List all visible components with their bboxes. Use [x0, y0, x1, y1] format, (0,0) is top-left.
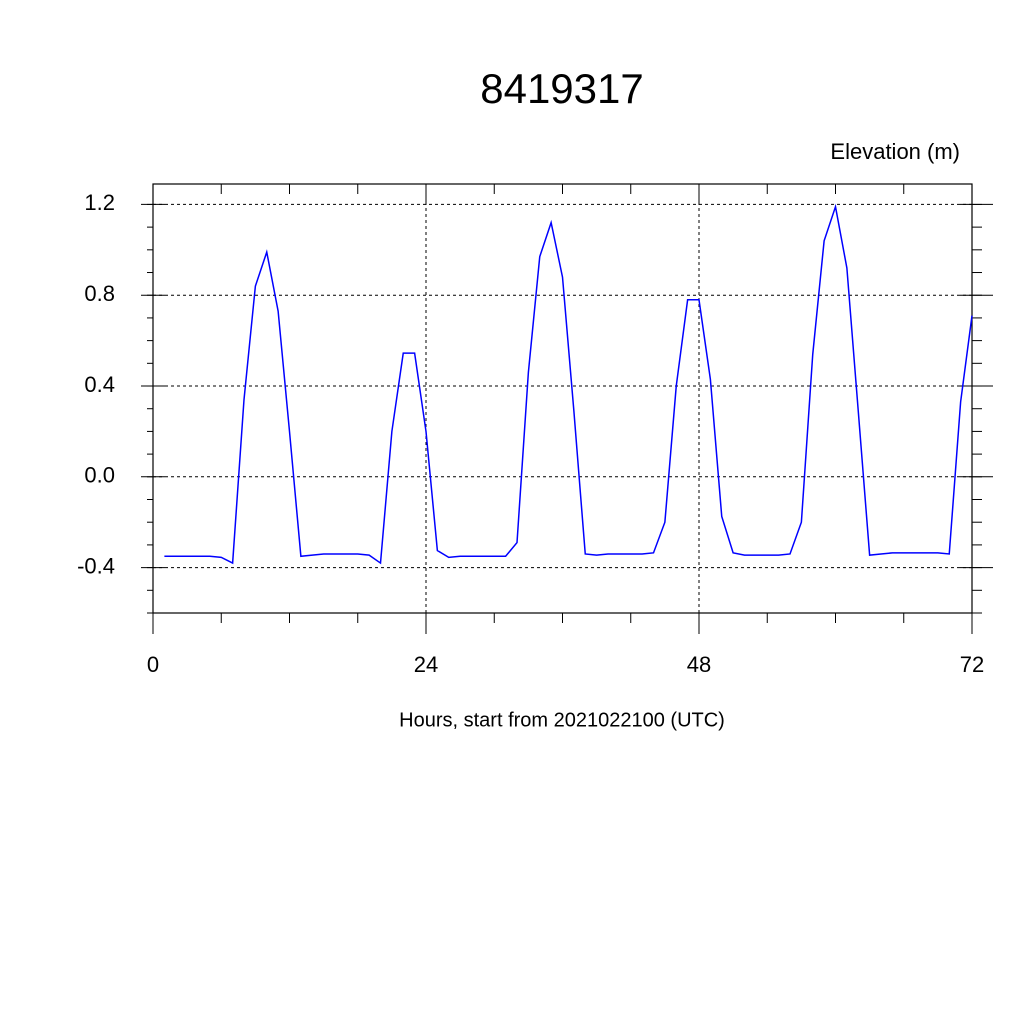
y-axis-label: Elevation (m): [830, 139, 960, 164]
x-tick-label: 72: [960, 652, 984, 677]
x-axis-label: Hours, start from 2021022100 (UTC): [399, 709, 725, 731]
x-tick-label: 48: [687, 652, 711, 677]
y-tick-label: 1.2: [84, 190, 115, 215]
y-tick-label: 0.4: [84, 372, 115, 397]
y-tick-label: 0.0: [84, 463, 115, 488]
x-tick-label: 0: [147, 652, 159, 677]
chart-title: 8419317: [480, 65, 644, 112]
data-line: [164, 203, 973, 565]
y-tick-label: -0.4: [77, 553, 115, 578]
plot-frame: [152, 183, 973, 614]
x-tick-label: 24: [414, 652, 438, 677]
y-tick-label: 0.8: [84, 281, 115, 306]
